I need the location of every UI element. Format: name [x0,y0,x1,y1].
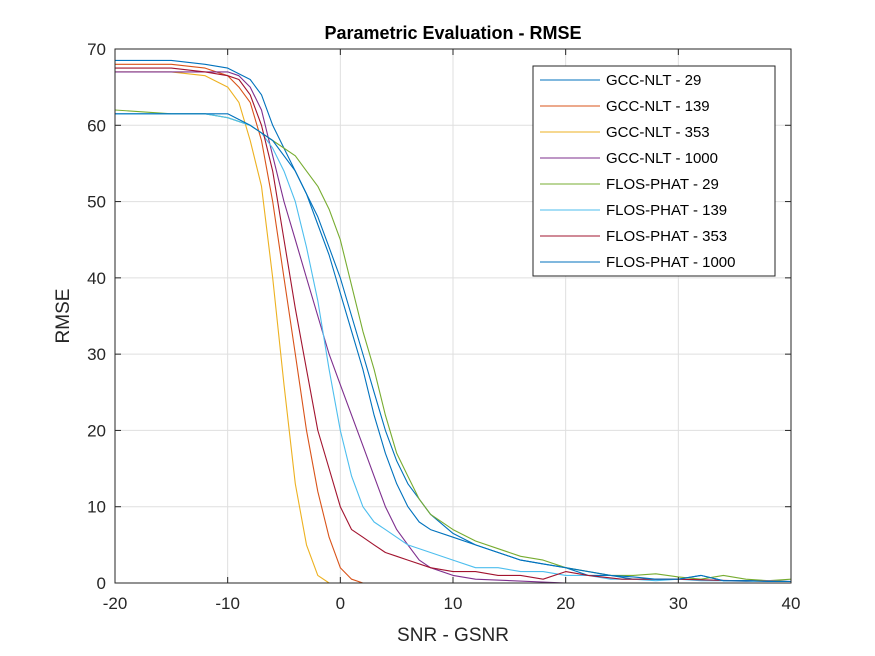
y-tick-label: 50 [87,193,106,212]
y-tick-label: 30 [87,345,106,364]
y-tick-label: 40 [87,269,106,288]
x-tick-label: -10 [215,594,240,613]
x-axis-label: SNR - GSNR [397,625,509,646]
x-tick-label: 20 [556,594,575,613]
y-tick-label: 10 [87,498,106,517]
series-line-7 [115,67,792,583]
y-tick-label: 0 [97,574,106,593]
series-line-6 [115,113,792,583]
legend-label: FLOS-PHAT - 1000 [606,254,736,271]
y-axis-label: RMSE [53,289,74,344]
legend-label: GCC-NLT - 29 [606,72,701,89]
legend-label: GCC-NLT - 139 [606,98,710,115]
y-tick-label: 20 [87,421,106,440]
x-tick-label: 30 [669,594,688,613]
y-tick-label: 60 [87,116,106,135]
x-tick-label: 0 [336,594,345,613]
legend-label: GCC-NLT - 1000 [606,150,718,167]
y-tick-label: 70 [87,40,106,59]
series-line-5 [114,109,792,582]
series-line-8 [115,113,791,583]
series-line-4 [115,71,791,584]
axis-ticks: -20 -10 0 10 20 30 40 0 10 20 30 40 50 60 70 [87,40,800,613]
x-tick-label: -20 [103,594,128,613]
chart-title: Parametric Evaluation - RMSE [324,23,581,43]
legend-label: FLOS-PHAT - 29 [606,176,719,193]
legend-label: GCC-NLT - 353 [606,124,710,141]
x-tick-label: 10 [444,594,463,613]
legend-label: FLOS-PHAT - 353 [606,228,727,245]
x-tick-label: 40 [782,594,801,613]
legend-box [532,65,776,277]
legend-label: FLOS-PHAT - 139 [606,202,727,219]
legend: GCC-NLT - 29 GCC-NLT - 139 GCC-NLT - 353 GC… [532,65,776,277]
